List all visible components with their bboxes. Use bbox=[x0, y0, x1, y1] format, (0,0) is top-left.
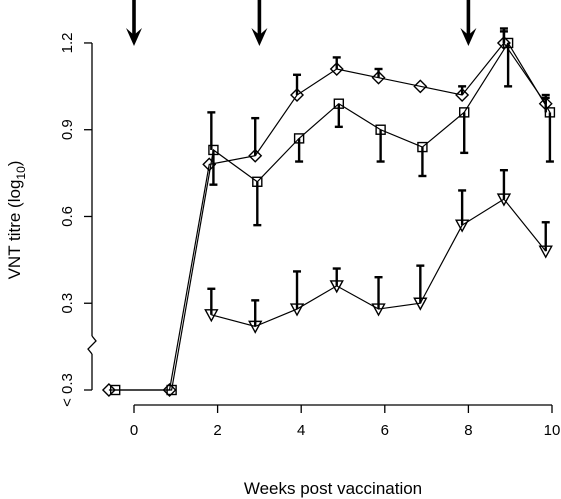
triangle-marker bbox=[413, 297, 428, 311]
diamond-marker bbox=[248, 148, 263, 163]
diamond-marker bbox=[162, 383, 177, 397]
square-marker bbox=[333, 98, 345, 109]
diamond-marker bbox=[371, 70, 386, 85]
diamond-marker bbox=[202, 157, 217, 172]
square-marker bbox=[109, 384, 121, 396]
x-axis-title: Weeks post vaccination bbox=[244, 479, 422, 498]
triangle-marker bbox=[248, 320, 263, 334]
square-marker bbox=[502, 37, 514, 49]
y-tick-label: 0.9 bbox=[59, 119, 76, 140]
y-tick-label: 1.2 bbox=[59, 33, 76, 54]
x-tick-label: 4 bbox=[297, 422, 305, 439]
y-axis-title-sub: 10 bbox=[14, 166, 28, 180]
square-marker bbox=[544, 107, 556, 118]
y-tick-label: < 0.3 bbox=[59, 373, 76, 407]
x-tick-label: 0 bbox=[130, 422, 138, 439]
square-marker bbox=[208, 144, 219, 156]
triangle-marker bbox=[454, 219, 470, 233]
x-tick-label: 8 bbox=[464, 422, 472, 439]
vaccination-arrow-head bbox=[251, 28, 268, 46]
triangle-marker bbox=[204, 309, 219, 323]
triangle-marker bbox=[371, 303, 386, 317]
y-axis-title-close: ) bbox=[5, 161, 24, 167]
triangle-marker bbox=[289, 303, 305, 317]
diamond-marker bbox=[413, 79, 428, 94]
series-markers bbox=[101, 35, 556, 397]
y-axis-title-main: VNT titre (log bbox=[5, 180, 24, 280]
diamond-marker bbox=[329, 61, 344, 76]
diamond-marker bbox=[290, 88, 305, 103]
triangle-marker bbox=[496, 193, 512, 207]
y-tick-label: 0.3 bbox=[59, 293, 76, 314]
diamond-marker bbox=[101, 383, 116, 397]
x-tick-label: 2 bbox=[213, 422, 221, 439]
vaccination-arrow-head bbox=[126, 28, 142, 46]
square-marker bbox=[166, 384, 177, 396]
vaccination-arrows bbox=[126, 0, 477, 46]
y-axis-title: VNT titre (log10) bbox=[5, 161, 28, 280]
series-line-square bbox=[115, 41, 551, 391]
square-marker bbox=[252, 176, 263, 187]
series-line-diamond bbox=[108, 41, 547, 391]
square-marker bbox=[293, 133, 305, 144]
diamond-marker bbox=[455, 88, 470, 103]
x-tick-label: 10 bbox=[544, 422, 561, 439]
series-line-triangle-down bbox=[211, 198, 547, 328]
square-marker bbox=[417, 141, 428, 153]
square-marker bbox=[375, 124, 386, 135]
y-tick-label: 0.6 bbox=[59, 206, 76, 227]
y-axis-break bbox=[87, 335, 97, 355]
x-tick-label: 6 bbox=[381, 422, 389, 439]
triangle-marker bbox=[329, 280, 344, 294]
diamond-marker bbox=[496, 35, 511, 50]
series-lines bbox=[108, 41, 551, 391]
axes: < 0.3 0.3 0.6 0.9 1.2 0 2 4 6 8 10 bbox=[59, 33, 560, 439]
square-marker bbox=[459, 107, 470, 118]
triangle-marker bbox=[538, 245, 553, 259]
vaccination-arrow-head bbox=[460, 28, 477, 46]
